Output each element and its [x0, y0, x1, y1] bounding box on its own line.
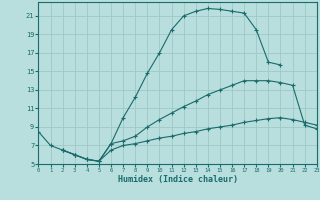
X-axis label: Humidex (Indice chaleur): Humidex (Indice chaleur): [118, 175, 238, 184]
